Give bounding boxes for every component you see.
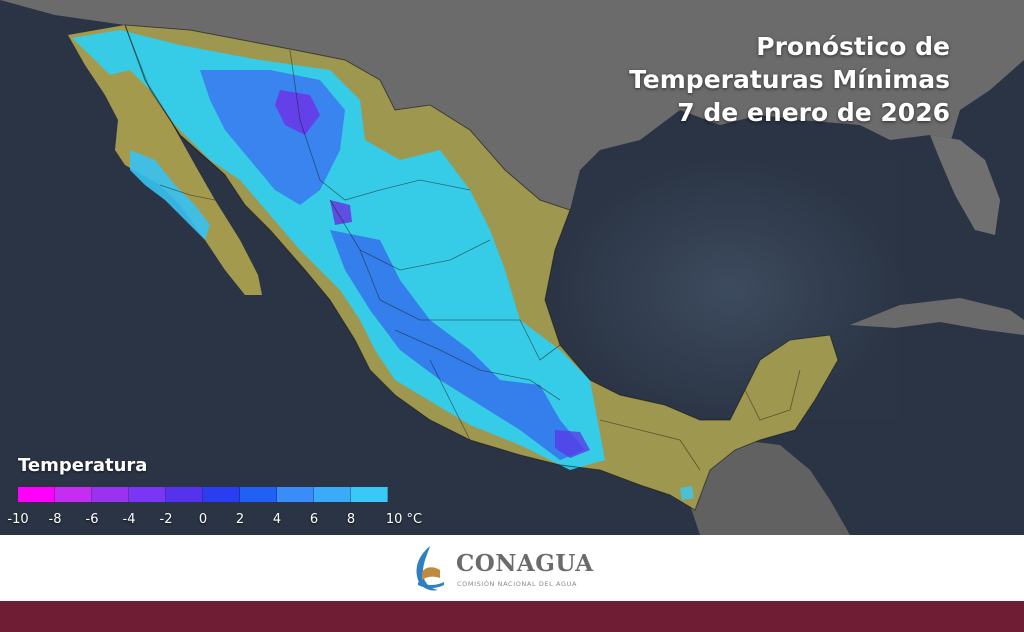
temperature-map	[0, 0, 1024, 535]
legend-swatch	[18, 487, 55, 502]
legend-color-bar	[18, 487, 388, 502]
conagua-logo: CONAGUA COMISIÓN NACIONAL DEL AGUA	[410, 544, 630, 594]
baja-california	[68, 25, 262, 295]
usa-landmass	[0, 0, 1024, 230]
legend-tick-label: 4	[272, 512, 282, 527]
legend-tick-label: -2	[159, 512, 173, 527]
cold-region-east	[680, 486, 694, 500]
legend-swatch	[166, 487, 203, 502]
gulf-of-mexico	[560, 160, 900, 420]
central-america	[690, 440, 850, 535]
legend-tick-label: -10	[7, 512, 29, 527]
title-line-3: 7 de enero de 2026	[677, 98, 950, 127]
legend-swatch	[203, 487, 240, 502]
legend-tick-label: 10 °C	[385, 512, 423, 527]
legend-swatch	[92, 487, 129, 502]
logo-name: CONAGUA	[456, 550, 594, 577]
conagua-emblem-icon	[416, 546, 444, 591]
footer: CONAGUA COMISIÓN NACIONAL DEL AGUA	[0, 535, 1024, 601]
map-title: Pronóstico de Temperaturas Mínimas 7 de …	[629, 30, 950, 129]
florida-peninsula	[930, 135, 1000, 235]
legend-swatch	[277, 487, 314, 502]
mexico-coastline	[124, 24, 839, 511]
cold-region-blue-central	[330, 230, 585, 460]
temperature-legend: Temperatura -10 -8 -6 -4 -2 0 2 4 6 8 10 °C	[7, 455, 432, 530]
title-line-2: Temperaturas Mínimas	[629, 65, 950, 94]
legend-title: Temperatura	[18, 455, 148, 476]
legend-tick-label: -8	[48, 512, 62, 527]
cold-region-purple-3	[555, 430, 590, 458]
legend-swatch	[314, 487, 351, 502]
cold-region-purple	[275, 90, 320, 135]
cold-region-purple-2	[330, 200, 352, 225]
legend-tick-label: -4	[122, 512, 136, 527]
logo-subtitle: COMISIÓN NACIONAL DEL AGUA	[457, 580, 578, 588]
forecast-map: Pronóstico de Temperaturas Mínimas 7 de …	[0, 0, 1024, 535]
legend-tick-label: 2	[235, 512, 245, 527]
legend-swatch	[55, 487, 92, 502]
title-line-1: Pronóstico de	[756, 32, 950, 61]
legend-tick-label: 8	[346, 512, 356, 527]
legend-swatch	[240, 487, 277, 502]
legend-swatch	[129, 487, 166, 502]
legend-tick-label: 6	[309, 512, 319, 527]
cold-region-baja	[130, 150, 210, 240]
bottom-brand-bar	[0, 601, 1024, 632]
cuba-island	[850, 298, 1024, 335]
legend-tick-label: 0	[198, 512, 208, 527]
legend-swatch	[351, 487, 388, 502]
legend-tick-label: -6	[85, 512, 99, 527]
